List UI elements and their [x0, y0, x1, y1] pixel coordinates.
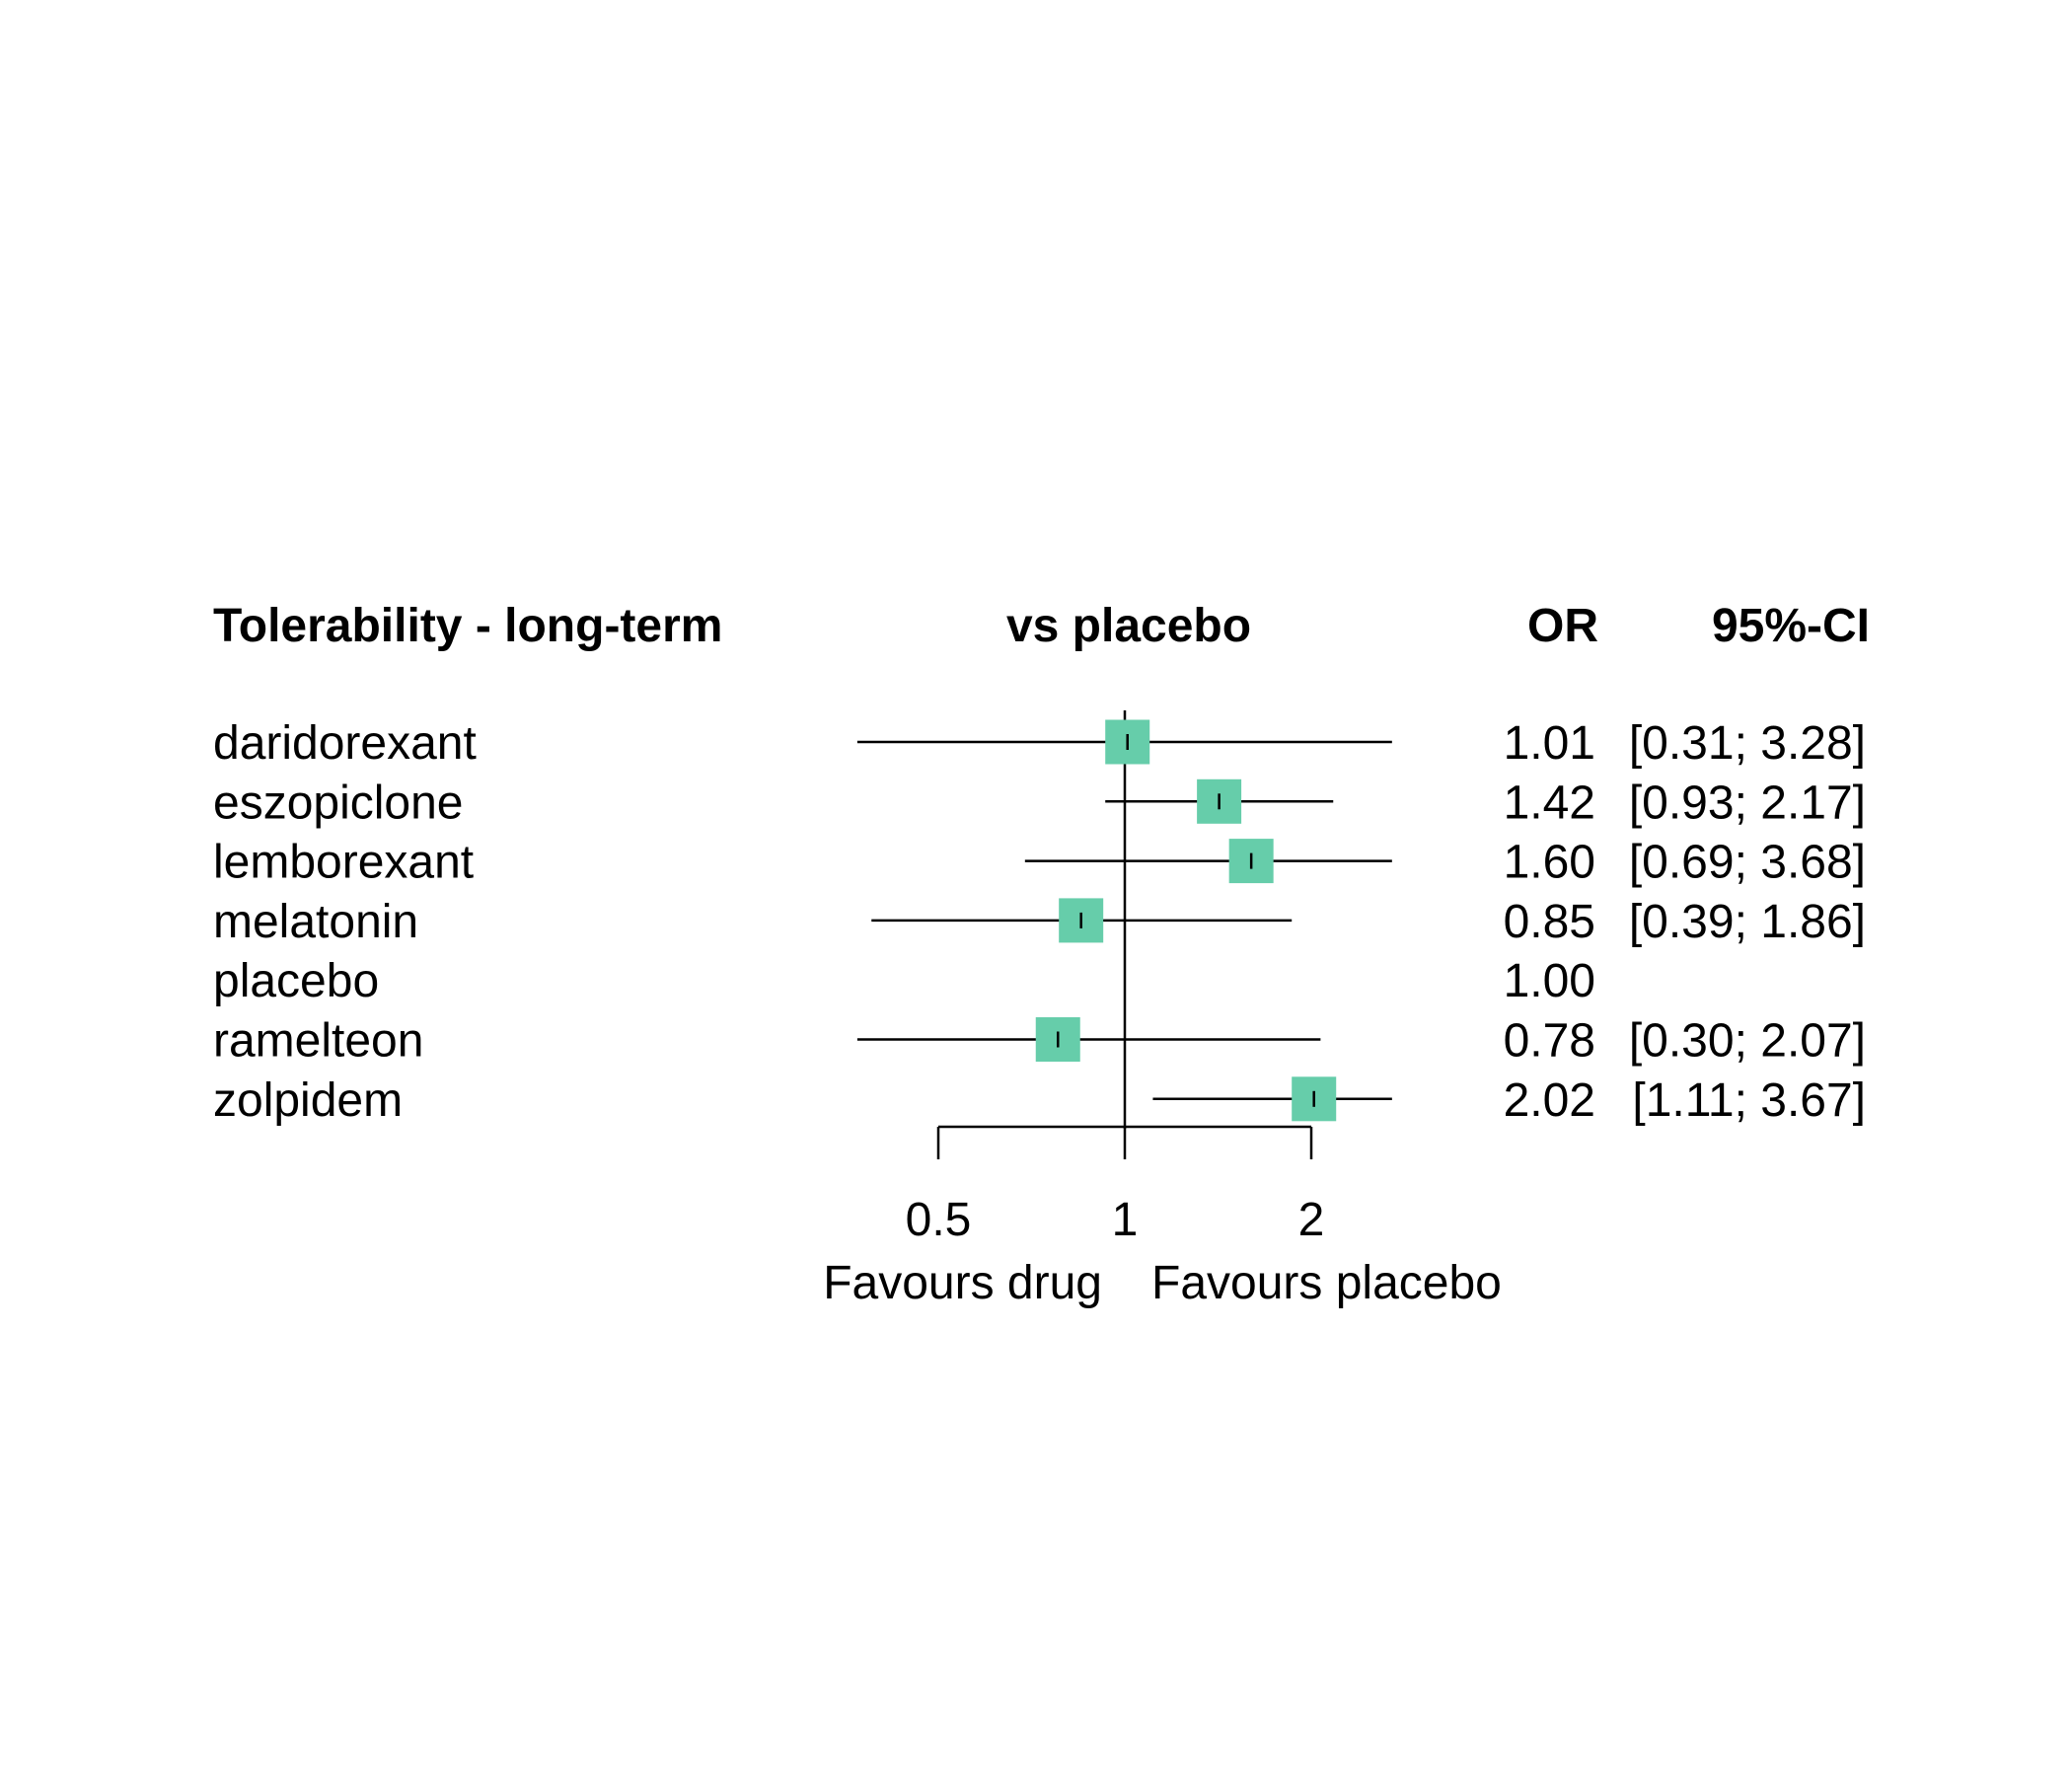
ci-value: [1.11; 3.67]: [1632, 1074, 1866, 1127]
study-label: eszopiclone: [213, 777, 464, 829]
favours-right-label: Favours placebo: [1151, 1257, 1502, 1309]
study-row: zolpidem 2.02 [1.11; 3.67]: [213, 1074, 1866, 1127]
study-rows: daridorexant 1.01 [0.31; 3.28] eszopiclone 1…: [213, 710, 1866, 1129]
comparison-label: vs placebo: [1006, 600, 1251, 652]
study-label: ramelteon: [213, 1015, 423, 1068]
study-label: placebo: [213, 955, 379, 1007]
study-row: eszopiclone 1.42 [0.93; 2.17]: [213, 777, 1866, 829]
ci-value: [0.39; 1.86]: [1629, 896, 1866, 948]
ci-value: [0.93; 2.17]: [1629, 777, 1866, 829]
study-label: zolpidem: [213, 1074, 403, 1127]
or-value: 1.01: [1504, 717, 1595, 770]
header-row: Tolerability - long-term vs placebo OR 9…: [213, 600, 1870, 652]
favours-left-label: Favours drug: [823, 1257, 1102, 1309]
or-value: 0.85: [1504, 896, 1595, 948]
x-tick-label: 2: [1298, 1194, 1325, 1246]
or-value: 2.02: [1504, 1074, 1595, 1127]
favours-labels: Favours drug Favours placebo: [823, 1257, 1502, 1309]
x-tick-label: 1: [1112, 1194, 1139, 1246]
study-row: placebo 1.00: [213, 955, 1595, 1007]
ci-column-header: 95%-CI: [1712, 600, 1870, 652]
or-value: 1.42: [1504, 777, 1595, 829]
or-value: 1.00: [1504, 955, 1595, 1007]
study-row: daridorexant 1.01 [0.31; 3.28]: [213, 717, 1866, 770]
study-label: daridorexant: [213, 717, 477, 770]
study-row: melatonin 0.85 [0.39; 1.86]: [213, 896, 1866, 948]
x-tick-label: 0.5: [906, 1194, 972, 1246]
ci-value: [0.31; 3.28]: [1629, 717, 1866, 770]
study-label: melatonin: [213, 896, 418, 948]
or-value: 0.78: [1504, 1015, 1595, 1068]
study-label: lemborexant: [213, 837, 474, 889]
ci-value: [0.69; 3.68]: [1629, 837, 1866, 889]
x-axis: 0.5 1 2: [906, 1125, 1325, 1246]
ci-value: [0.30; 2.07]: [1629, 1015, 1866, 1068]
study-row: lemborexant 1.60 [0.69; 3.68]: [213, 837, 1866, 889]
chart-title: Tolerability - long-term: [213, 600, 722, 652]
or-column-header: OR: [1527, 600, 1598, 652]
study-row: ramelteon 0.78 [0.30; 2.07]: [213, 1015, 1866, 1068]
or-value: 1.60: [1504, 837, 1595, 889]
